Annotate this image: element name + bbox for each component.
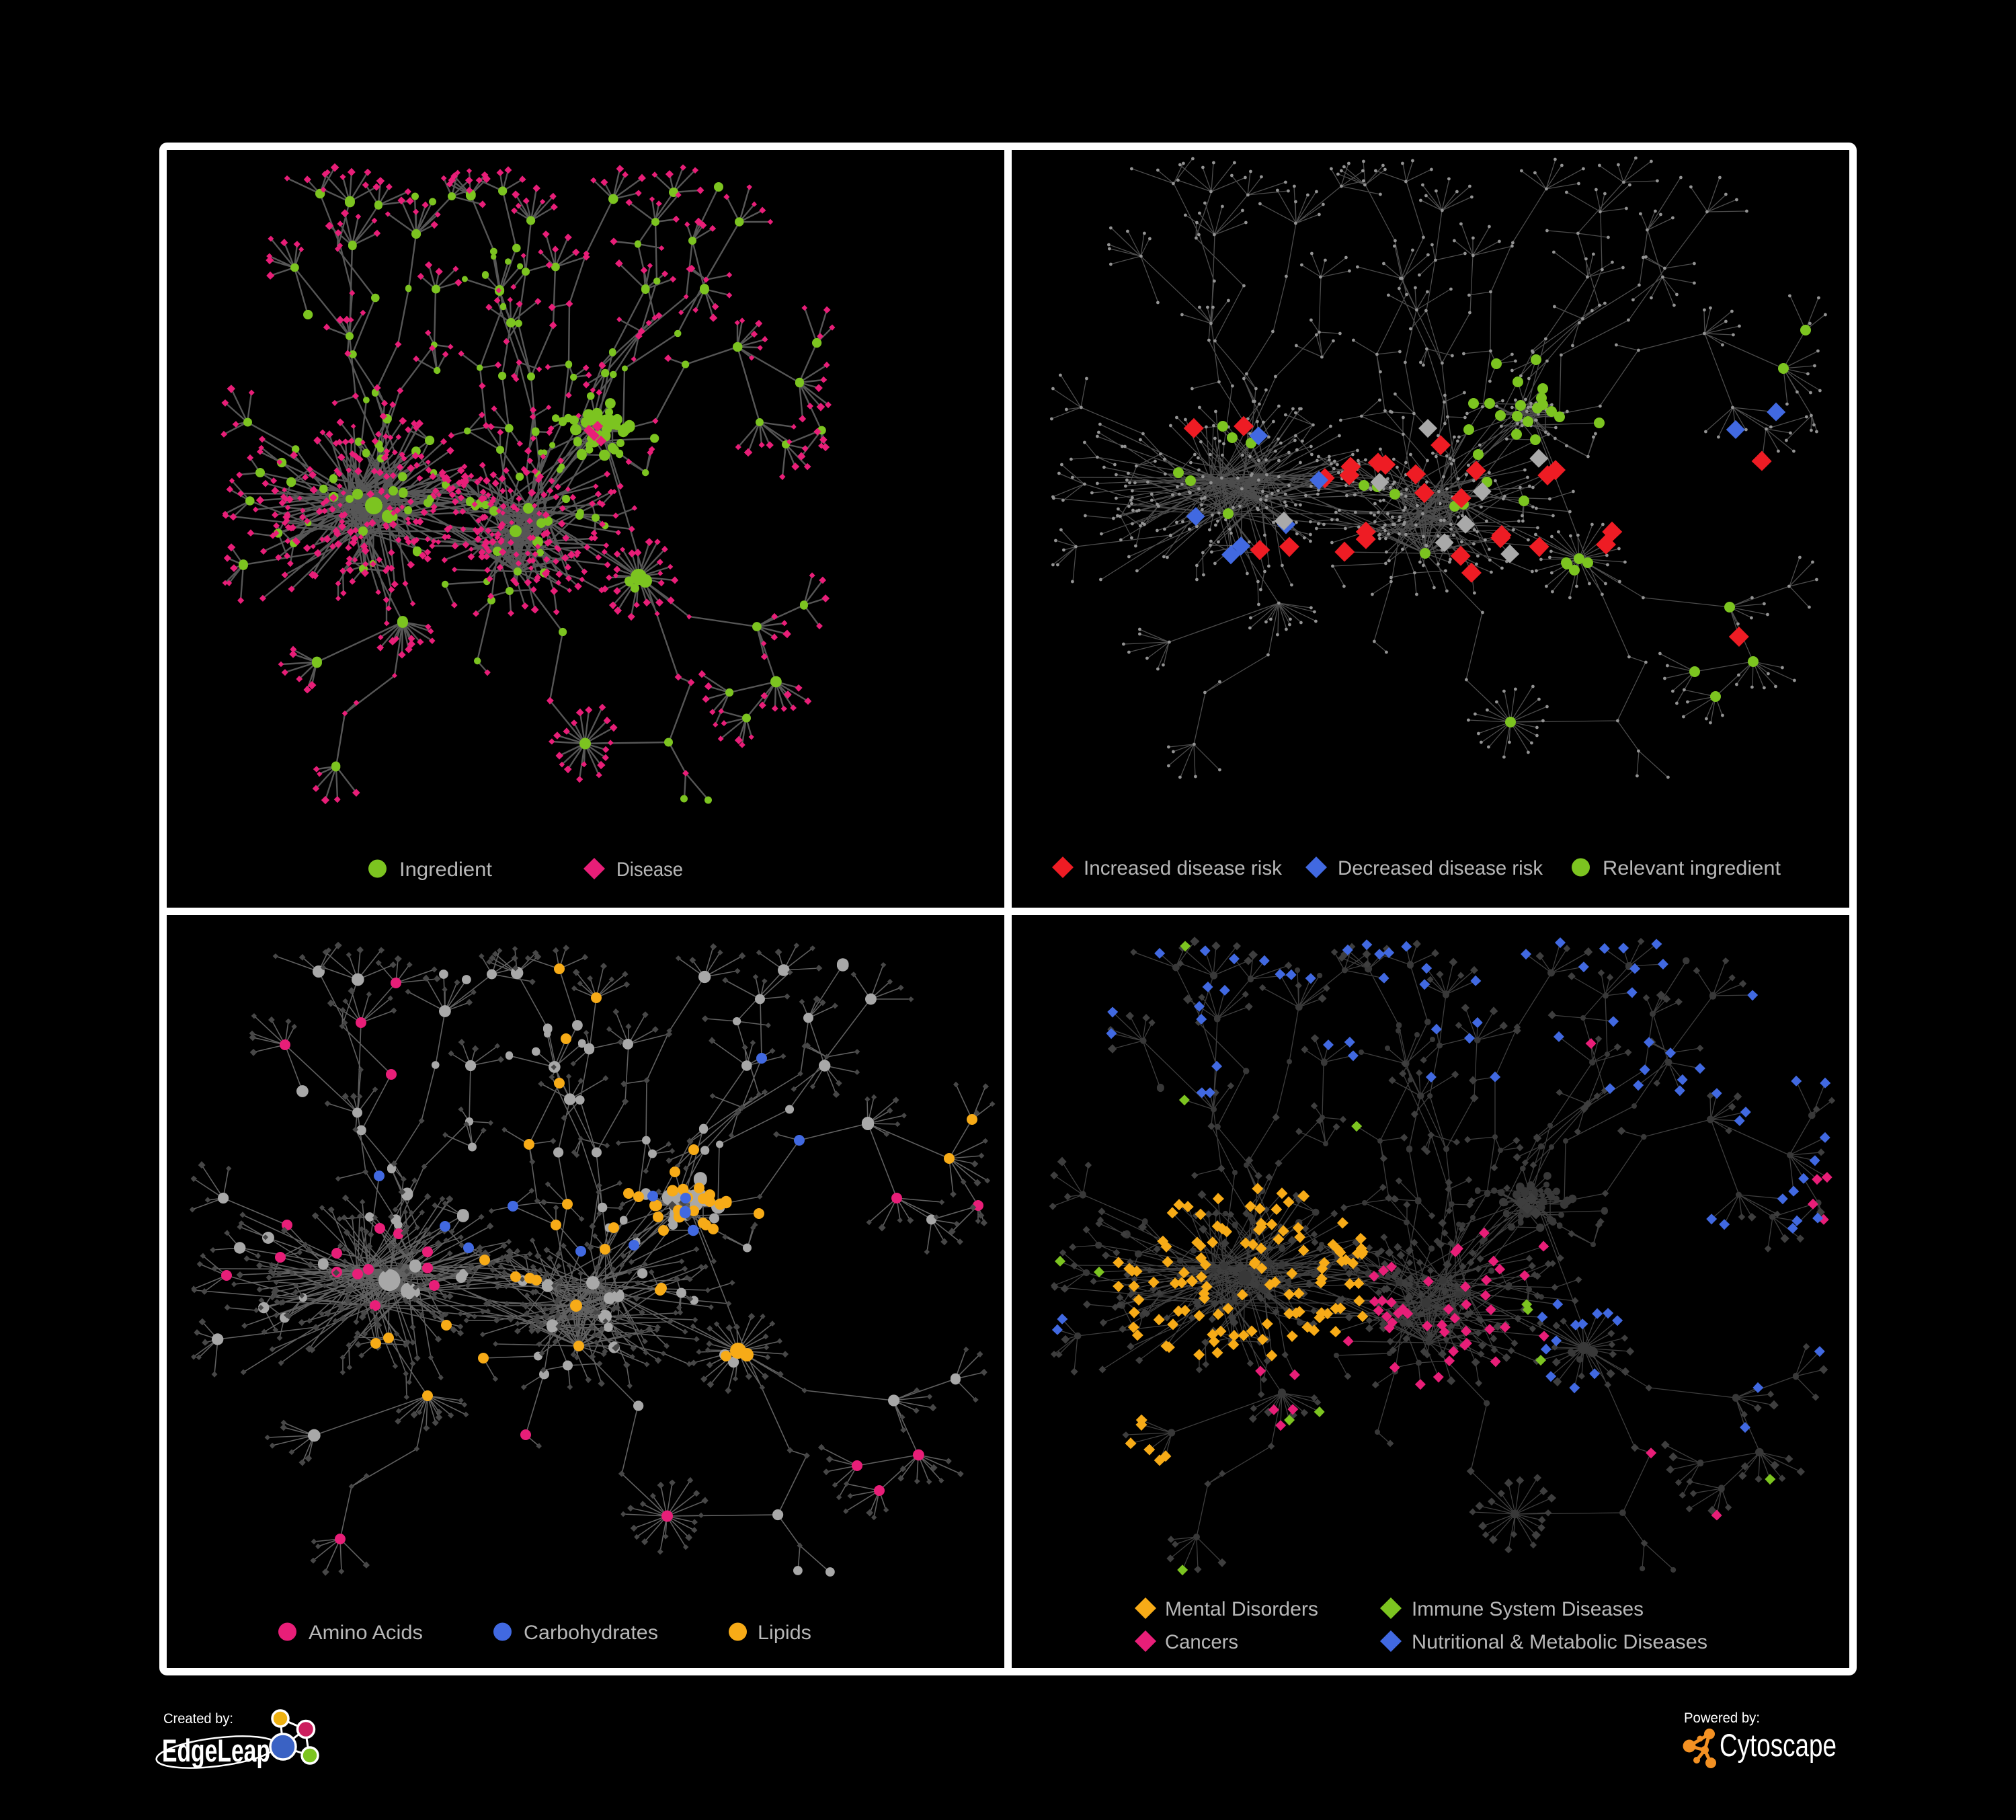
svg-text:Decreased disease risk: Decreased disease risk: [1338, 857, 1543, 879]
svg-text:Nutritional & Metabolic Diseas: Nutritional & Metabolic Diseases: [1412, 1631, 1707, 1653]
svg-text:Amino Acids: Amino Acids: [309, 1622, 423, 1644]
svg-text:Cytoscape: Cytoscape: [1720, 1727, 1837, 1763]
svg-text:Powered by:: Powered by:: [1684, 1710, 1760, 1726]
svg-text:Carbohydrates: Carbohydrates: [524, 1622, 658, 1644]
svg-text:Relevant ingredient: Relevant ingredient: [1603, 857, 1781, 879]
svg-text:Mental Disorders: Mental Disorders: [1165, 1598, 1318, 1620]
svg-text:Disease: Disease: [616, 859, 683, 881]
svg-text:Increased disease risk: Increased disease risk: [1084, 857, 1283, 879]
svg-text:Created by:: Created by:: [163, 1711, 233, 1727]
svg-text:Lipids: Lipids: [758, 1622, 811, 1644]
svg-text:Ingredient: Ingredient: [399, 859, 493, 881]
svg-text:Cancers: Cancers: [1165, 1631, 1238, 1653]
svg-text:Immune System Diseases: Immune System Diseases: [1412, 1598, 1644, 1620]
